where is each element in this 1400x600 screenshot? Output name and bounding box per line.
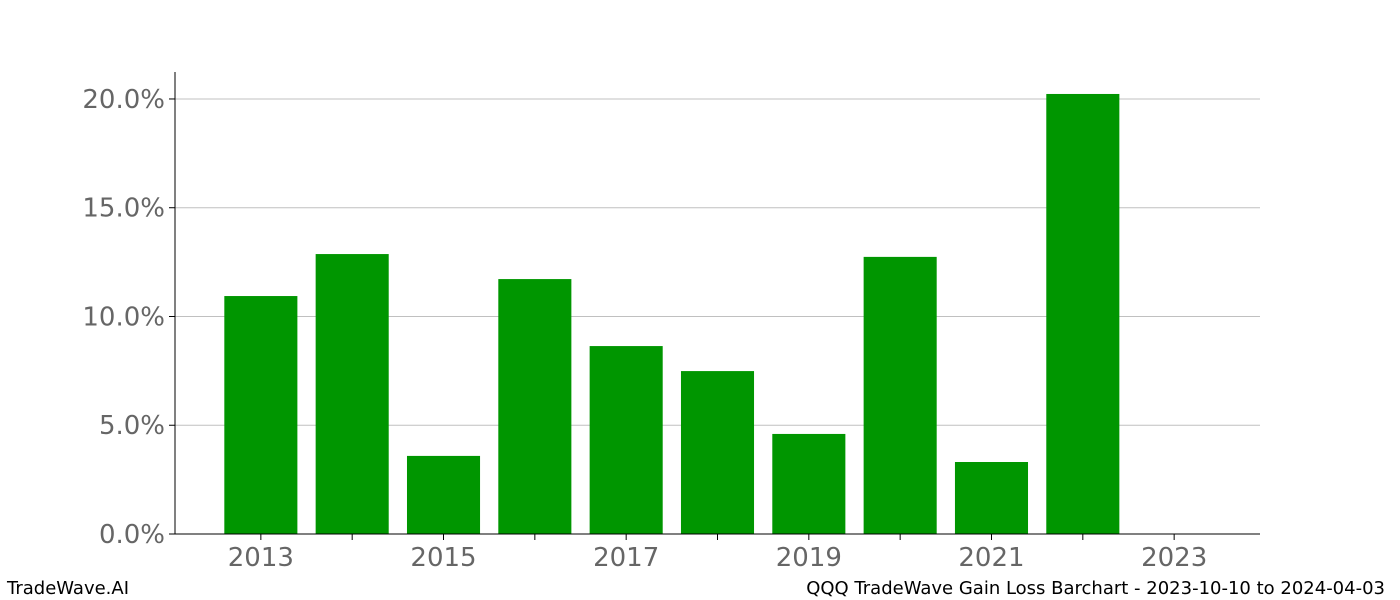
x-tick-label: 2021	[958, 543, 1024, 573]
y-tick-label: 5.0%	[99, 411, 165, 441]
bar	[1046, 93, 1120, 534]
y-tick-label: 15.0%	[82, 194, 165, 224]
x-tick-label: 2023	[1141, 543, 1207, 573]
bar	[863, 256, 937, 534]
bar	[772, 433, 846, 534]
bar	[680, 371, 755, 534]
bar	[589, 346, 663, 534]
bar	[498, 279, 572, 534]
bar	[954, 462, 1029, 534]
x-tick-label: 2017	[593, 543, 659, 573]
bar	[315, 254, 389, 534]
x-tick-label: 2015	[410, 543, 476, 573]
y-tick-label: 0.0%	[99, 520, 165, 550]
bar	[406, 455, 481, 534]
footer-right: QQQ TradeWave Gain Loss Barchart - 2023-…	[806, 578, 1385, 599]
x-tick-label: 2013	[228, 543, 294, 573]
x-tick-label: 2019	[776, 543, 842, 573]
y-tick-label: 10.0%	[82, 302, 165, 332]
bar	[224, 296, 298, 534]
footer-left: TradeWave.AI	[6, 578, 129, 599]
y-tick-label: 20.0%	[82, 85, 165, 115]
